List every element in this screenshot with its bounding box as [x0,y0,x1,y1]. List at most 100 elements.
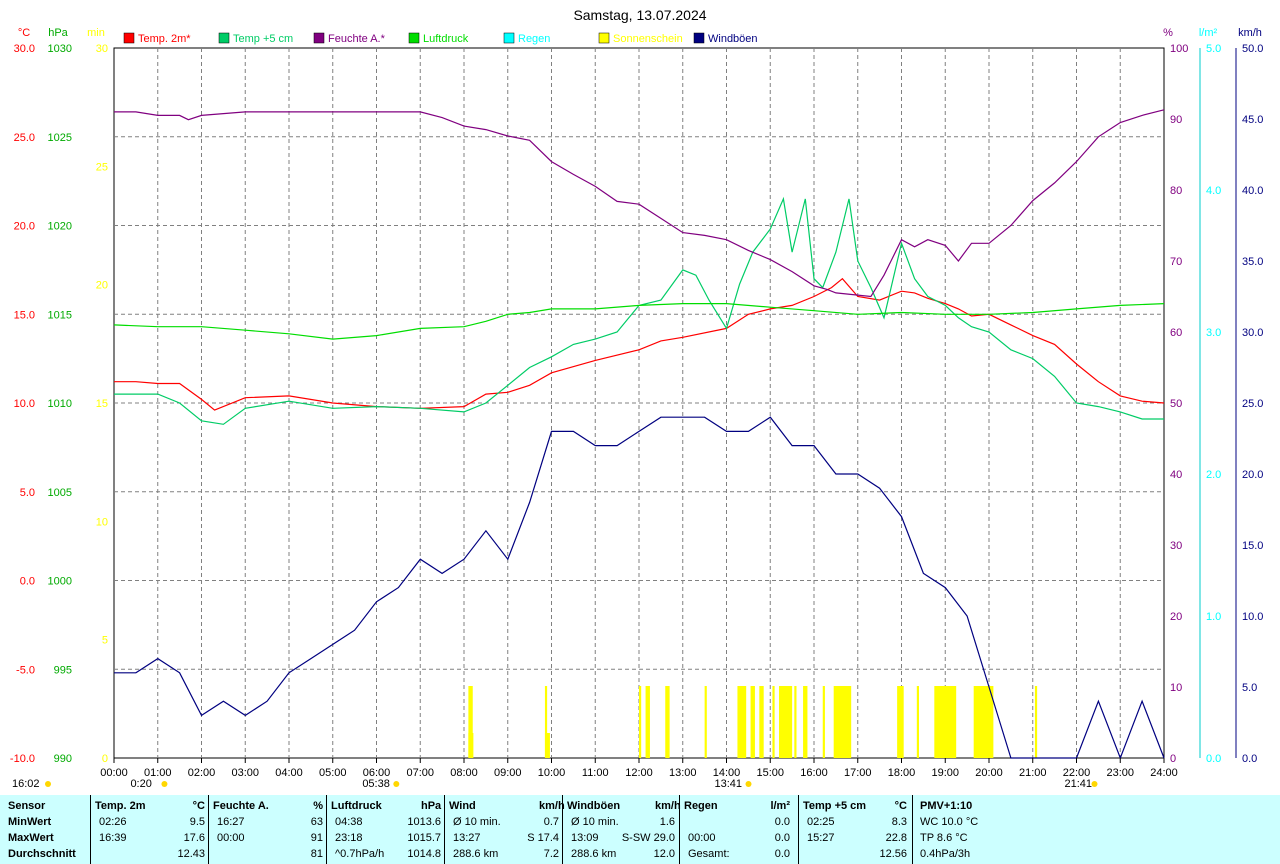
wind-axis-tick-label: 20.0 [1242,469,1263,481]
stats-unit-t5: °C [894,800,907,812]
stats-rain-value: 0.0 [774,832,790,844]
x-tick-label: 07:00 [406,767,434,779]
sunshine-bar-small [544,733,550,758]
sunshine-axis-tick-label: 10 [96,516,108,528]
sunshine-bar [759,686,764,758]
sun-marker-icon [45,781,51,787]
stats-column-divider [326,795,327,864]
stats-column-divider [798,795,799,864]
sun-marker-label: 16:02 [12,778,40,790]
stats-gust-label: Ø 10 min. [571,816,619,828]
stats-header-temp: Temp. 2m [95,800,146,812]
humidity-axis-unit: % [1163,27,1173,39]
stats-header-wind: Wind [449,800,476,812]
legend-swatch [123,32,135,44]
sun-marker-label: 21:41 [1065,778,1093,790]
temp-axis-tick-label: 0.0 [20,576,35,588]
stats-unit-rain: l/m² [770,800,790,812]
wind-axis-tick-label: 0.0 [1242,753,1257,765]
sunshine-axis-tick-label: 0 [102,753,108,765]
axes: 30.025.020.015.010.05.00.0-5.0-10.010301… [10,27,1264,790]
sun-marker-label: 05:38 [362,778,390,790]
stats-t5-label: 15:27 [807,832,835,844]
stats-unit-wind: km/h [539,800,565,812]
wind-axis-tick-label: 35.0 [1242,256,1263,268]
wind-axis-tick-label: 50.0 [1242,43,1263,55]
legend-swatch [693,32,705,44]
chart-title: Samstag, 13.07.2024 [573,7,706,23]
pressure-axis-tick-label: 1030 [48,43,72,55]
stats-header-t5: Temp +5 cm [803,800,867,812]
stats-pmv-value: TP 8.6 °C [920,832,968,844]
stats-header-rain: Regen [684,800,718,812]
stats-gust-value: S-SW 29.0 [621,832,675,844]
temp-axis-tick-label: 5.0 [20,487,35,499]
stats-pmv-value: 0.4hPa/3h [920,848,971,860]
x-tick-label: 21:00 [1019,767,1047,779]
sunshine-bar [665,686,670,758]
x-tick-label: 13:00 [669,767,697,779]
wind-axis-tick-label: 5.0 [1242,682,1257,694]
stats-temp-label: 02:26 [99,816,127,828]
x-tick-label: 03:00 [231,767,259,779]
stats-press-value: 1014.8 [407,848,441,860]
stats-wind-value: S 17.4 [527,832,559,844]
rain-axis-tick-label: 4.0 [1206,185,1221,197]
sunshine-bar [822,686,825,758]
stats-wind-label: 13:27 [453,832,481,844]
legend-swatch [313,32,325,44]
pressure-axis-tick-label: 1020 [48,221,72,233]
rain-axis-tick-label: 1.0 [1206,611,1221,623]
humidity-axis-tick-label: 10 [1170,682,1182,694]
stats-pmv-value: WC 10.0 °C [920,816,979,828]
stats-temp-label: 16:39 [99,832,127,844]
stats-rain-value: 0.0 [774,816,790,828]
stats-rain-value: 0.0 [774,848,790,860]
stats-temp-value: 12.43 [177,848,205,860]
stats-t5-value: 8.3 [891,816,907,828]
sunshine-axis-tick-label: 15 [96,398,108,410]
stats-gust-label: 288.6 km [571,848,617,860]
humidity-axis-tick-label: 20 [1170,611,1182,623]
x-tick-label: 17:00 [844,767,872,779]
legend: Temp. 2m* Temp +5 cm Feuchte A.* Luftdruck R… [123,32,758,45]
x-tick-label: 06:00 [363,767,391,779]
stats-unit-temp: °C [192,800,205,812]
stats-panel: Sensor MinWert MaxWert Durchschnitt Temp… [0,795,1280,864]
stats-temp-value: 17.6 [183,832,205,844]
x-tick-label: 08:00 [450,767,478,779]
series-line-temp-2m- [114,277,1165,411]
rain-axis-tick-label: 3.0 [1206,327,1221,339]
x-tick-label: 23:00 [1106,767,1134,779]
x-tick-label: 12:00 [625,767,653,779]
series-line-feuchte-a- [114,109,1165,298]
temp-axis-tick-label: 15.0 [14,309,35,321]
legend-label: Regen [518,33,550,45]
legend-label: Temp. 2m* [138,33,191,45]
humidity-axis-tick-label: 40 [1170,469,1182,481]
series-line-windb-en [114,416,1165,760]
temp-axis-tick-label: 30.0 [14,43,35,55]
stats-press-label: ^0.7hPa/h [335,848,385,860]
rain-axis-tick-label: 5.0 [1206,43,1221,55]
stats-column-divider [679,795,680,864]
x-tick-label: 10:00 [538,767,566,779]
row-label-avg: Durchschnitt [8,848,76,860]
humidity-axis-tick-label: 100 [1170,43,1188,55]
stats-rain-label: Gesamt: [688,848,730,860]
stats-hum-value: 91 [310,832,323,844]
wind-axis-tick-label: 30.0 [1242,327,1263,339]
rain-axis-tick-label: 2.0 [1206,469,1221,481]
sunshine-axis-unit: min [87,27,105,39]
stats-hum-value: 81 [310,848,323,860]
temp-axis-tick-label: 10.0 [14,398,35,410]
sun-marker-icon [161,781,168,787]
sunshine-bar [973,686,994,758]
x-tick-label: 15:00 [756,767,784,779]
weather-chart: 30.025.020.015.010.05.00.0-5.0-10.010301… [10,7,1264,790]
row-label-min: MinWert [8,816,52,828]
sunshine-bar [704,686,707,758]
stats-press-value: 1013.6 [407,816,441,828]
legend-label: Luftdruck [423,33,469,45]
x-tick-label: 05:00 [319,767,347,779]
